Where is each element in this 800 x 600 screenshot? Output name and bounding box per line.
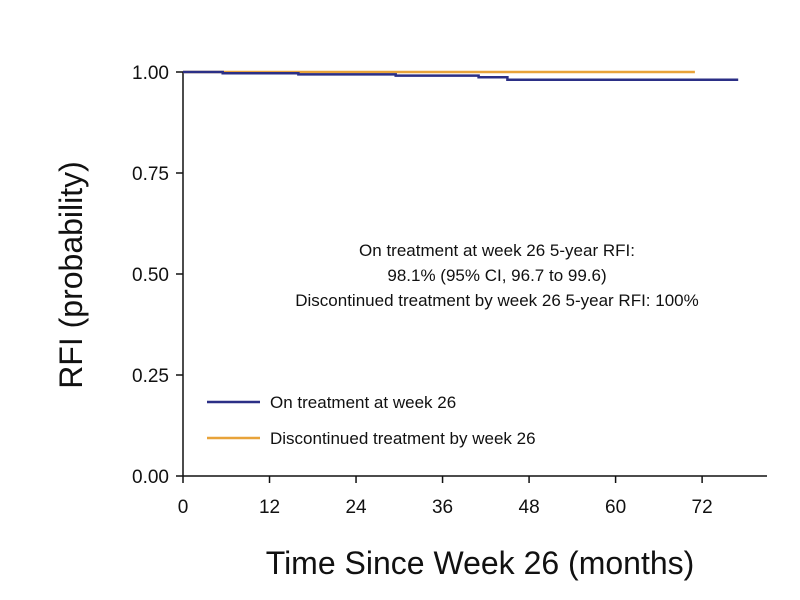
x-axis-title: Time Since Week 26 (months) <box>266 545 695 581</box>
y-tick-label: 0.00 <box>132 467 169 488</box>
x-tick-label: 72 <box>692 497 713 518</box>
y-tick-label: 0.25 <box>132 366 169 387</box>
x-tick-label: 36 <box>432 497 453 518</box>
legend-label-on-treatment: On treatment at week 26 <box>270 393 456 412</box>
legend: On treatment at week 26 Discontinued tre… <box>207 393 536 448</box>
y-axis-title: RFI (probability) <box>53 161 89 389</box>
annotation-line-2: 98.1% (95% CI, 96.7 to 99.6) <box>387 266 606 285</box>
x-tick-label: 24 <box>345 497 367 518</box>
x-tick-label: 0 <box>178 497 189 518</box>
x-tick-label: 48 <box>519 497 540 518</box>
y-tick-label: 0.50 <box>132 265 169 286</box>
series-lines <box>183 70 739 81</box>
annotation-block: On treatment at week 26 5-year RFI: 98.1… <box>295 241 698 310</box>
annotation-line-1: On treatment at week 26 5-year RFI: <box>359 241 635 260</box>
x-tick-label: 12 <box>259 497 280 518</box>
annotation-line-3: Discontinued treatment by week 26 5-year… <box>295 291 698 310</box>
axis-ticks: 0.00 0.25 0.50 0.75 1.00 0 12 24 36 48 60 72 <box>132 63 713 518</box>
y-tick-label: 0.75 <box>132 164 169 185</box>
y-tick-label: 1.00 <box>132 63 169 84</box>
x-tick-label: 60 <box>605 497 626 518</box>
legend-label-discontinued: Discontinued treatment by week 26 <box>270 429 536 448</box>
series-line-on-treatment <box>183 70 739 81</box>
